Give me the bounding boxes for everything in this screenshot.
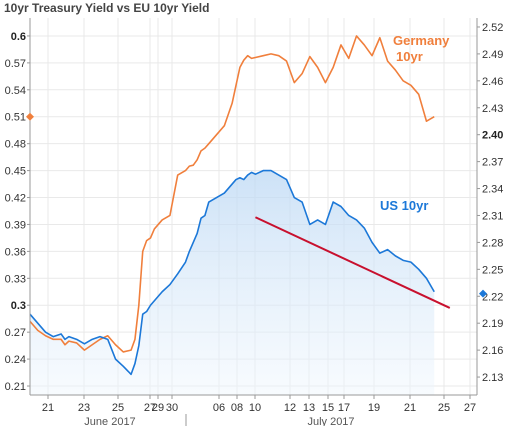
left-axis-marker <box>26 112 34 121</box>
left-tick-label: 0.54 <box>5 85 26 97</box>
right-tick-label: 2.31 <box>482 210 503 222</box>
x-tick-label: 27 <box>144 402 156 414</box>
x-tick-label: 30 <box>166 402 178 414</box>
right-tick-label: 2.43 <box>482 103 503 115</box>
x-tick-label: 15 <box>322 402 334 414</box>
left-tick-label: 0.33 <box>5 273 26 285</box>
left-tick-label: 0.42 <box>5 193 26 205</box>
right-tick-label: 2.28 <box>482 237 503 249</box>
month-label: July 2017 <box>307 416 354 426</box>
series-label: Germany <box>393 33 450 48</box>
x-tick-label: 13 <box>303 402 315 414</box>
right-axis-marker <box>479 289 487 298</box>
right-tick-label: 2.46 <box>482 76 503 88</box>
right-tick-label: 2.22 <box>482 291 503 303</box>
us-area <box>30 170 435 395</box>
x-tick-label: 21 <box>42 402 54 414</box>
x-tick-label: 08 <box>231 402 243 414</box>
us-10yr-area <box>30 170 435 395</box>
month-label: June 2017 <box>84 416 135 426</box>
right-tick-label: 2.49 <box>482 49 503 61</box>
left-tick-label: 0.21 <box>5 381 26 393</box>
left-tick-label: 0.51 <box>5 112 26 124</box>
chart-title: 10yr Treasury Yield vs EU 10yr Yield <box>4 1 209 15</box>
us-10yr-line <box>29 169 435 376</box>
right-tick-label: 2.25 <box>482 264 503 276</box>
x-tick-label: 29 <box>152 402 164 414</box>
x-tick-label: 06 <box>213 402 225 414</box>
left-tick-label: 0.45 <box>5 166 26 178</box>
right-tick-label: 2.13 <box>482 372 503 384</box>
series-lines <box>29 35 435 376</box>
x-tick-label: 23 <box>78 402 90 414</box>
x-tick-label: 25 <box>112 402 124 414</box>
series-label: US 10yr <box>380 198 428 213</box>
right-tick-label: 2.16 <box>482 345 503 357</box>
trendline-layer <box>255 216 451 309</box>
series-label: 10yr <box>396 49 423 64</box>
x-tick-label: 27 <box>464 402 476 414</box>
left-tick-label: 0.36 <box>5 246 26 258</box>
x-tick-label: 10 <box>249 402 261 414</box>
right-tick-label: 2.40 <box>482 130 503 142</box>
left-tick-label: 0.6 <box>11 31 26 43</box>
left-tick-label: 0.39 <box>5 219 26 231</box>
left-tick-label: 0.3 <box>11 300 26 312</box>
trendline <box>255 216 451 309</box>
x-tick-label: 21 <box>404 402 416 414</box>
right-tick-label: 2.34 <box>482 184 503 196</box>
x-tick-label: 12 <box>284 402 296 414</box>
left-tick-label: 0.57 <box>5 58 26 70</box>
left-tick-label: 0.24 <box>5 354 26 366</box>
right-tick-label: 2.52 <box>482 22 503 34</box>
left-tick-label: 0.48 <box>5 139 26 151</box>
right-tick-label: 2.19 <box>482 318 503 330</box>
x-tick-label: 19 <box>368 402 380 414</box>
left-tick-label: 0.27 <box>5 327 26 339</box>
axes: 0.21 0.24 0.27 0.3 0.33 0.36 0.39 0.42 0.45 0.48 0… <box>5 18 503 426</box>
x-tick-label: 25 <box>438 402 450 414</box>
right-tick-label: 2.37 <box>482 157 503 169</box>
x-tick-label: 17 <box>338 402 350 414</box>
